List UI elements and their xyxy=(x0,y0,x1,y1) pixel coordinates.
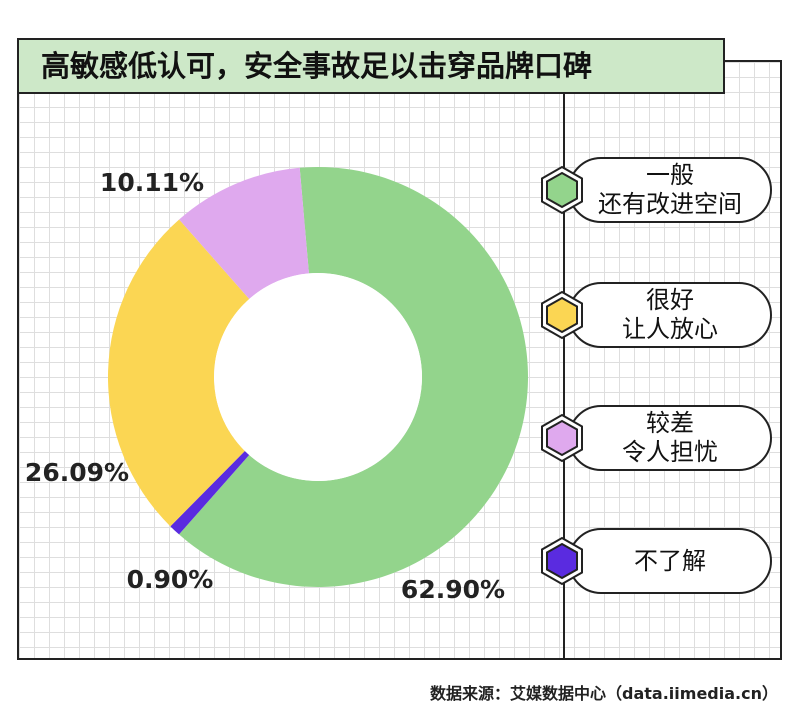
data-label-unknown: 0.90% xyxy=(127,565,214,594)
donut-hole xyxy=(214,273,422,481)
chart-title: 高敏感低认可，安全事故足以击穿品牌口碑 xyxy=(41,49,593,83)
title-banner: 高敏感低认可，安全事故足以击穿品牌口碑 xyxy=(17,38,725,94)
legend-label-poor-line2: 令人担忧 xyxy=(622,438,718,466)
legend-label-poor-line1: 较差 xyxy=(646,409,694,437)
legend-label-good-line1: 很好 xyxy=(646,286,694,314)
slice-good xyxy=(107,219,250,527)
legend-label-general-line2: 还有改进空间 xyxy=(598,190,742,218)
hexagon-swatch-icon xyxy=(541,165,583,215)
legend-item-poor: 较差 令人担忧 xyxy=(568,405,772,471)
legend-label-unknown-line1: 不了解 xyxy=(634,546,706,575)
data-label-good: 26.09% xyxy=(25,458,129,487)
legend-item-general: 一般 还有改进空间 xyxy=(568,157,772,223)
legend-label-good-line2: 让人放心 xyxy=(622,315,718,343)
hexagon-swatch-icon xyxy=(541,290,583,340)
data-source-note: 数据来源：艾媒数据中心（data.iimedia.cn） xyxy=(430,684,778,703)
slice-general xyxy=(179,167,528,587)
legend-item-unknown: 不了解 xyxy=(568,528,772,594)
slice-unknown xyxy=(170,450,250,535)
legend-label-general-line1: 一般 xyxy=(646,161,694,189)
data-label-general: 62.90% xyxy=(401,575,505,604)
slice-poor xyxy=(179,167,309,299)
hexagon-swatch-icon xyxy=(541,413,583,463)
legend-item-good: 很好 让人放心 xyxy=(568,282,772,348)
hexagon-swatch-icon xyxy=(541,536,583,586)
legend-divider xyxy=(563,60,565,660)
data-label-poor: 10.11% xyxy=(100,168,204,197)
